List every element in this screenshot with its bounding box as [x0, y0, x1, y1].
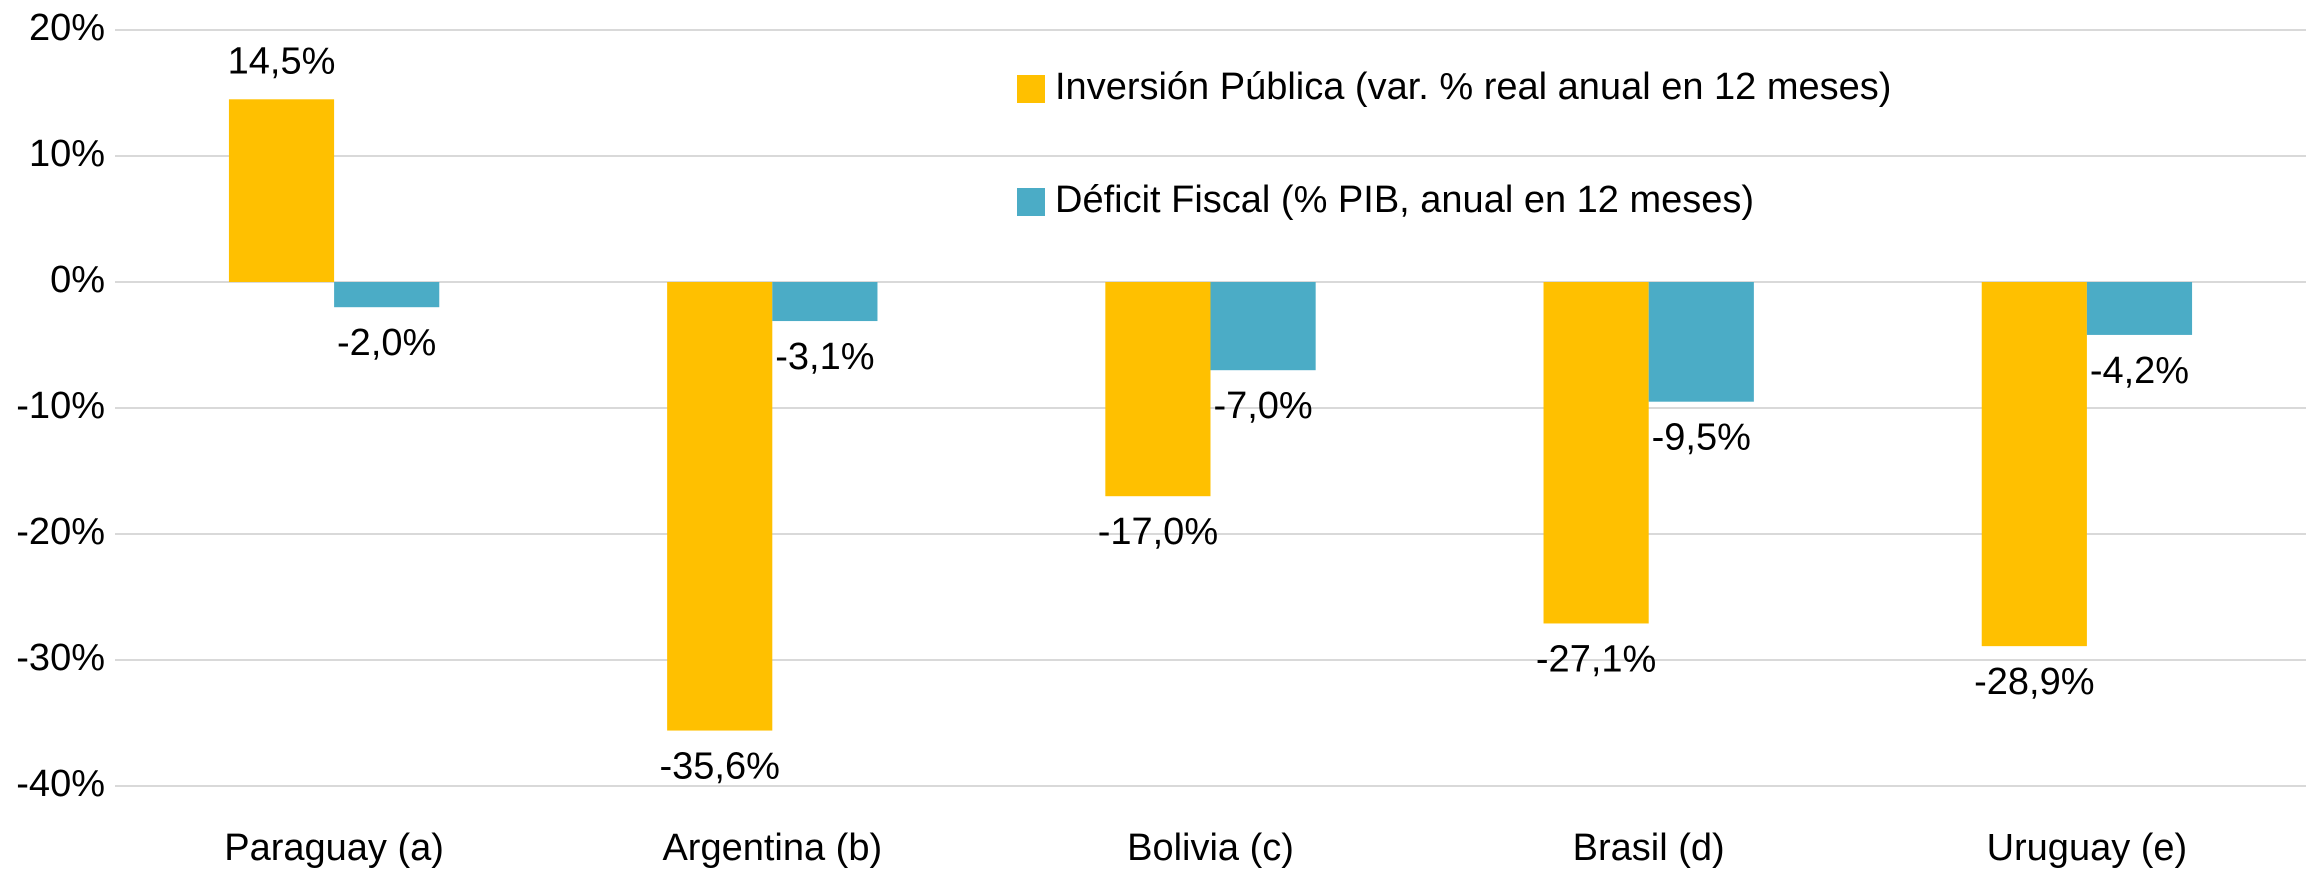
legend-swatch — [1017, 188, 1045, 216]
bar — [2086, 282, 2193, 335]
x-tick-label: Uruguay (e) — [1987, 827, 2188, 869]
legend-swatch — [1017, 75, 1045, 103]
data-label: -9,5% — [1652, 417, 1751, 459]
bar — [1105, 282, 1211, 497]
x-tick-label: Bolivia (c) — [1127, 827, 1294, 869]
bar — [1981, 282, 2087, 647]
data-label: -27,1% — [1536, 638, 1656, 680]
x-tick-label: Argentina (b) — [662, 827, 882, 869]
data-label: -4,2% — [2090, 350, 2189, 392]
data-label: -35,6% — [660, 746, 780, 788]
bar — [1543, 282, 1649, 624]
bar — [1648, 282, 1754, 402]
legend-label: Déficit Fiscal (% PIB, anual en 12 meses… — [1055, 179, 1754, 221]
data-label: -3,1% — [775, 336, 874, 378]
y-tick-label: -10% — [16, 385, 105, 427]
data-label: -2,0% — [337, 322, 436, 364]
bar — [334, 282, 440, 308]
y-tick-label: -30% — [16, 637, 105, 679]
x-tick-label: Brasil (d) — [1573, 827, 1725, 869]
legend-label: Inversión Pública (var. % real anual en … — [1055, 66, 1891, 108]
data-label: -28,9% — [1974, 661, 2094, 703]
y-tick-label: -20% — [16, 511, 105, 553]
bar — [228, 99, 335, 282]
y-tick-label: -40% — [16, 763, 105, 805]
x-tick-label: Paraguay (a) — [224, 827, 444, 869]
y-tick-label: 0% — [50, 259, 105, 301]
y-tick-label: 20% — [29, 7, 105, 49]
data-label: -17,0% — [1098, 511, 1218, 553]
data-label: 14,5% — [228, 40, 336, 82]
data-label: -7,0% — [1213, 385, 1312, 427]
bar — [667, 282, 773, 731]
bar — [1210, 282, 1316, 371]
bar — [772, 282, 878, 322]
y-tick-label: 10% — [29, 133, 105, 175]
